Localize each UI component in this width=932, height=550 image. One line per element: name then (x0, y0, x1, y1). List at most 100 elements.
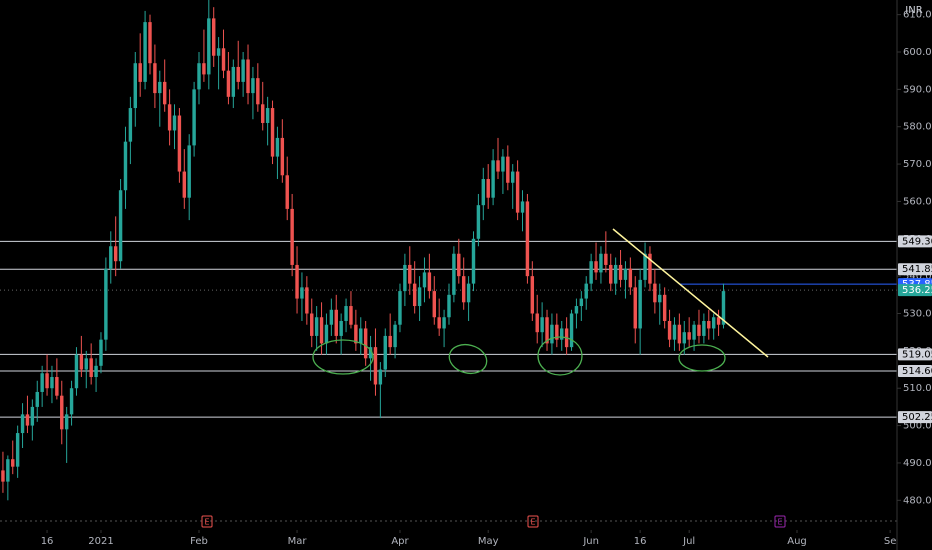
candle-body (241, 59, 245, 82)
candle-body (672, 324, 677, 340)
candle-body (496, 160, 500, 172)
y-tick-label: 490.00 (903, 458, 932, 469)
y-tick-label: 540.00 (903, 271, 932, 282)
candle-body (246, 59, 250, 94)
candle-body (30, 406, 35, 426)
candle-body (290, 208, 294, 265)
candle-body (295, 264, 299, 299)
candle-body (378, 369, 383, 385)
y-tick-label: 530.00 (903, 309, 932, 320)
candle-body (569, 313, 574, 348)
candle-body (525, 201, 530, 277)
candle-body (584, 283, 588, 299)
trend-line (612, 228, 769, 358)
y-tick-label: 590.00 (903, 84, 932, 95)
candle-body (721, 291, 726, 325)
candle-body (667, 320, 672, 340)
candle-body (187, 145, 191, 198)
candle-body (265, 108, 270, 123)
candle-body (197, 63, 201, 90)
event-marker (774, 515, 786, 528)
candle-body (471, 238, 476, 284)
circle-drawing (448, 343, 488, 375)
y-tick-label: 500.00 (903, 421, 932, 432)
x-tick-label: Se (884, 536, 897, 547)
candle-body (182, 171, 187, 198)
candle-body (648, 253, 652, 284)
candle-body (437, 317, 441, 329)
candle-body (403, 264, 407, 292)
candle-body (310, 313, 314, 336)
candle-body (40, 373, 44, 392)
candle-body (579, 298, 584, 307)
candle-body (128, 108, 133, 142)
candle-body (50, 377, 54, 389)
x-tick-label: Aug (787, 536, 807, 547)
candle-body (422, 272, 427, 288)
candle-body (211, 18, 216, 56)
candle-body (1, 470, 5, 482)
candle-body (545, 317, 549, 344)
candle-body (520, 201, 525, 213)
x-tick-label: Apr (391, 536, 409, 547)
y-tick-label: 570.00 (903, 159, 932, 170)
candle-body (231, 66, 236, 97)
candle-body (45, 373, 49, 389)
y-tick-label: 510.00 (903, 383, 932, 394)
candle-body (84, 358, 88, 370)
circle-drawing (537, 336, 583, 376)
y-tick-label: 560.00 (903, 196, 932, 207)
candle-body (314, 317, 319, 336)
candle-body (457, 253, 461, 277)
candle-body (628, 268, 633, 288)
candle-body (707, 320, 711, 329)
candle-body (261, 104, 265, 123)
candle-body (373, 347, 378, 385)
candle-body (535, 313, 539, 333)
candle-body (270, 108, 275, 157)
candle-body (339, 320, 343, 336)
candle-body (618, 264, 623, 280)
candle-body (594, 261, 598, 273)
y-tick-label: 600.00 (903, 47, 932, 58)
candle-body (354, 324, 358, 344)
level-label-box (898, 284, 932, 297)
candle-body (716, 317, 721, 325)
candle-body (143, 22, 147, 82)
candle-body (6, 459, 10, 482)
candle-body (172, 115, 177, 131)
candle-body (408, 264, 412, 284)
x-tick-label: Jul (682, 536, 695, 547)
candle-body (324, 324, 329, 344)
y-tick-label: 610.00 (903, 10, 932, 21)
candle-body (99, 339, 103, 366)
candle-body (94, 365, 98, 378)
candle-body (280, 137, 285, 176)
candle-body (491, 160, 495, 198)
candle-body (104, 268, 108, 340)
candle-body (15, 433, 20, 467)
candle-body (275, 137, 280, 157)
candle-body (476, 205, 481, 239)
event-marker (201, 515, 213, 528)
candle-body (662, 294, 667, 321)
drawings (312, 336, 726, 376)
candle-body (216, 48, 221, 56)
x-tick-label: 16 (41, 536, 54, 547)
candle-body (653, 283, 657, 303)
candle-body (305, 287, 309, 314)
candle-body (158, 81, 162, 94)
candle-body (711, 317, 716, 329)
candle-body (256, 78, 260, 105)
candle-body (481, 179, 486, 206)
x-tick-label: 16 (634, 536, 647, 547)
candle-body (609, 264, 613, 284)
level-label: 502.25 (902, 412, 932, 423)
event-label: E (777, 518, 782, 527)
level-label-box (898, 365, 932, 378)
candle-body (202, 63, 206, 75)
candle-body (383, 335, 387, 370)
axis-layer: 480.00490.00500.00510.00520.00530.00540.… (41, 10, 932, 547)
candle-body (89, 358, 93, 378)
